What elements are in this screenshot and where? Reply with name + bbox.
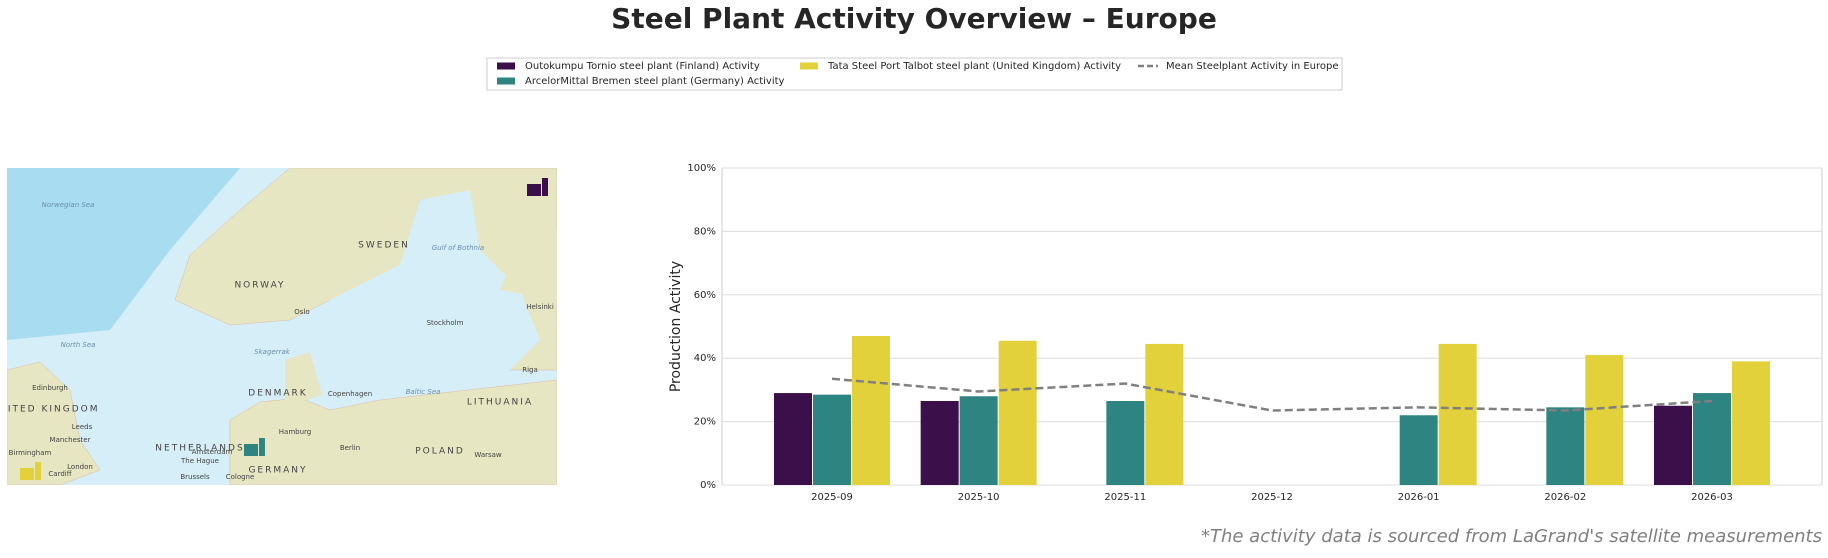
y-axis-label: Production Activity — [668, 261, 684, 392]
bar — [1585, 355, 1624, 485]
map-label: Stockholm — [427, 319, 464, 327]
legend-label: Tata Steel Port Talbot steel plant (Unit… — [827, 61, 1121, 72]
y-tick-label: 20% — [694, 417, 716, 428]
y-tick-label: 100% — [687, 163, 716, 174]
bar — [1546, 407, 1585, 485]
map-label: London — [67, 463, 93, 471]
map-label: Skagerrak — [254, 348, 291, 356]
x-tick-label: 2026-03 — [1691, 492, 1733, 503]
bar — [1693, 393, 1731, 485]
plant-icon — [35, 462, 41, 480]
bar — [1145, 343, 1184, 485]
map-label: Cologne — [226, 473, 255, 481]
map-label: Amsterdam — [192, 448, 233, 456]
baltic — [320, 190, 540, 395]
plant-icon — [244, 444, 258, 456]
map-label: Warsaw — [474, 451, 502, 459]
bar — [1654, 405, 1692, 485]
map-label: GERMANY — [248, 466, 307, 476]
legend-swatch — [497, 62, 515, 70]
map: Norwegian Sea SWEDEN NORWAY Oslo Stockholm Gu… — [0, 168, 557, 485]
footnote: *The activity data is sourced from LaGra… — [1201, 526, 1822, 547]
bar — [1438, 343, 1477, 485]
bar — [1106, 400, 1145, 485]
chart-title: Steel Plant Activity Overview – Europe — [611, 2, 1217, 35]
map-label: Norwegian Sea — [42, 201, 95, 209]
y-tick-label: 40% — [694, 353, 716, 364]
map-tiles: Norwegian Sea SWEDEN NORWAY Oslo Stockholm Gu… — [0, 168, 557, 485]
map-label: Leeds — [72, 423, 93, 431]
legend-label: ArcelorMittal Bremen steel plant (German… — [525, 76, 785, 87]
map-label: Gulf of Bothnia — [432, 244, 484, 252]
map-label: POLAND — [415, 447, 465, 457]
map-label: Brussels — [180, 473, 210, 481]
bar — [774, 393, 812, 485]
x-tick-label: 2025-09 — [811, 492, 853, 503]
bar — [852, 336, 890, 485]
map-label: North Sea — [61, 341, 96, 349]
plant-icon — [527, 184, 541, 196]
mean-line — [831, 377, 1713, 412]
map-label: Berlin — [340, 444, 360, 452]
bar — [998, 340, 1037, 485]
map-label: Birmingham — [9, 449, 52, 457]
x-tick-label: 2026-01 — [1398, 492, 1440, 503]
bar — [1399, 415, 1438, 485]
legend-box — [486, 57, 1343, 91]
map-label: Riga — [522, 366, 538, 374]
bar — [920, 400, 959, 485]
map-label: Copenhagen — [328, 390, 372, 398]
x-tick-label: 2025-11 — [1104, 492, 1146, 503]
bar — [1732, 361, 1770, 485]
land — [7, 361, 101, 485]
legend-label: Mean Steelplant Activity in Europe — [1166, 61, 1339, 72]
legend-swatch — [800, 62, 818, 70]
plant-icon — [20, 468, 34, 480]
map-label: The Hague — [180, 457, 219, 465]
legend-label: Outokumpu Tornio steel plant (Finland) A… — [525, 61, 760, 72]
land — [229, 379, 557, 485]
map-label: NORWAY — [234, 281, 285, 291]
map-label: Oslo — [294, 308, 309, 316]
map-label: Cardiff — [48, 470, 71, 478]
x-tick-label: 2025-12 — [1251, 492, 1293, 503]
bar — [959, 396, 998, 485]
land — [500, 230, 557, 300]
map-label: Helsinki — [526, 303, 554, 311]
y-tick-label: 60% — [694, 290, 716, 301]
map-label: Edinburgh — [32, 384, 68, 392]
map-label: DENMARK — [248, 389, 307, 399]
x-tick-label: 2026-02 — [1544, 492, 1586, 503]
y-tick-label: 0% — [700, 480, 716, 491]
map-label: Manchester — [50, 436, 91, 444]
map-label: Hamburg — [279, 428, 311, 436]
bar — [813, 394, 851, 485]
x-tick-label: 2025-10 — [958, 492, 1000, 503]
plant-icon — [542, 178, 548, 196]
land — [285, 352, 322, 402]
map-label: SWEDEN — [358, 241, 410, 251]
legend-swatch — [497, 77, 515, 85]
deep-sea — [7, 168, 240, 340]
map-label: UNITED KINGDOM — [0, 405, 100, 415]
map-label: LITHUANIA — [467, 398, 533, 408]
map-label: Baltic Sea — [406, 388, 441, 396]
map-label: NETHERLANDS — [155, 444, 244, 454]
plant-icon — [259, 438, 265, 456]
y-tick-label: 80% — [694, 226, 716, 237]
